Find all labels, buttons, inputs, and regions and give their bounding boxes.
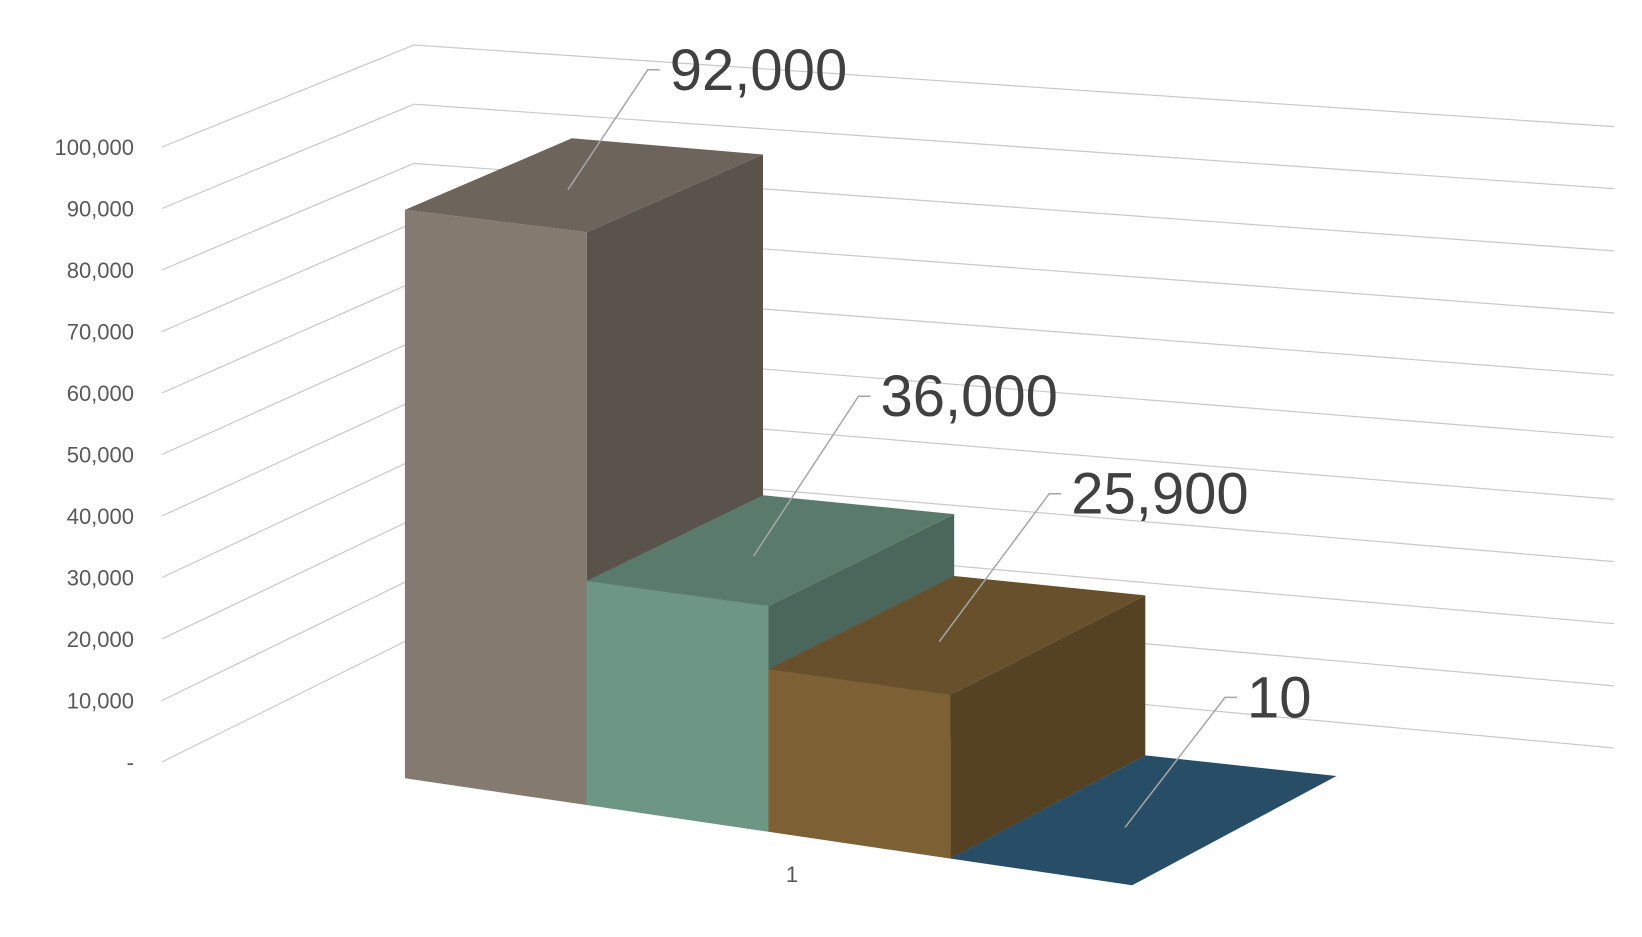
y-tick-label: 70,000 (67, 320, 134, 345)
bar-top (404, 138, 763, 233)
y-tick-label: 30,000 (67, 566, 134, 591)
bar-side (950, 595, 1146, 859)
y-tick-label: 40,000 (67, 504, 134, 529)
x-category-label: 1 (786, 862, 798, 887)
leader-line (752, 395, 871, 557)
gridline (161, 221, 1615, 333)
bar-top (950, 755, 1337, 886)
bar (768, 576, 1146, 859)
data-label: 36,000 (881, 364, 1058, 429)
y-tick-label: - (127, 750, 134, 775)
gridline (161, 103, 1615, 210)
y-tick-label: 90,000 (67, 197, 134, 222)
y-tick-label: 10,000 (67, 689, 134, 714)
y-tick-label: 50,000 (67, 443, 134, 468)
label-leaders (567, 69, 1237, 828)
leader-line (938, 492, 1062, 643)
y-tick-label: 100,000 (54, 135, 134, 160)
bar-front (950, 858, 1133, 886)
leader-line (567, 69, 660, 191)
leader-line (1124, 696, 1237, 828)
y-tick-label: 80,000 (67, 258, 134, 283)
gridline (161, 162, 1615, 271)
data-label: 25,900 (1071, 462, 1248, 527)
gridline (161, 44, 1615, 148)
bars (404, 138, 1337, 886)
bar-top (768, 576, 1146, 695)
bar-front (404, 209, 587, 805)
bar-front (586, 580, 769, 832)
y-axis-ticks: - 10,000 20,000 30,000 40,000 50,000 60,000 70,… (54, 135, 134, 775)
y-tick-label: 20,000 (67, 627, 134, 652)
bar-front (768, 669, 951, 859)
y-tick-label: 60,000 (67, 381, 134, 406)
data-label: 10 (1247, 665, 1312, 730)
bar (950, 755, 1337, 886)
data-label: 92,000 (670, 38, 847, 103)
bar-top (586, 495, 955, 606)
